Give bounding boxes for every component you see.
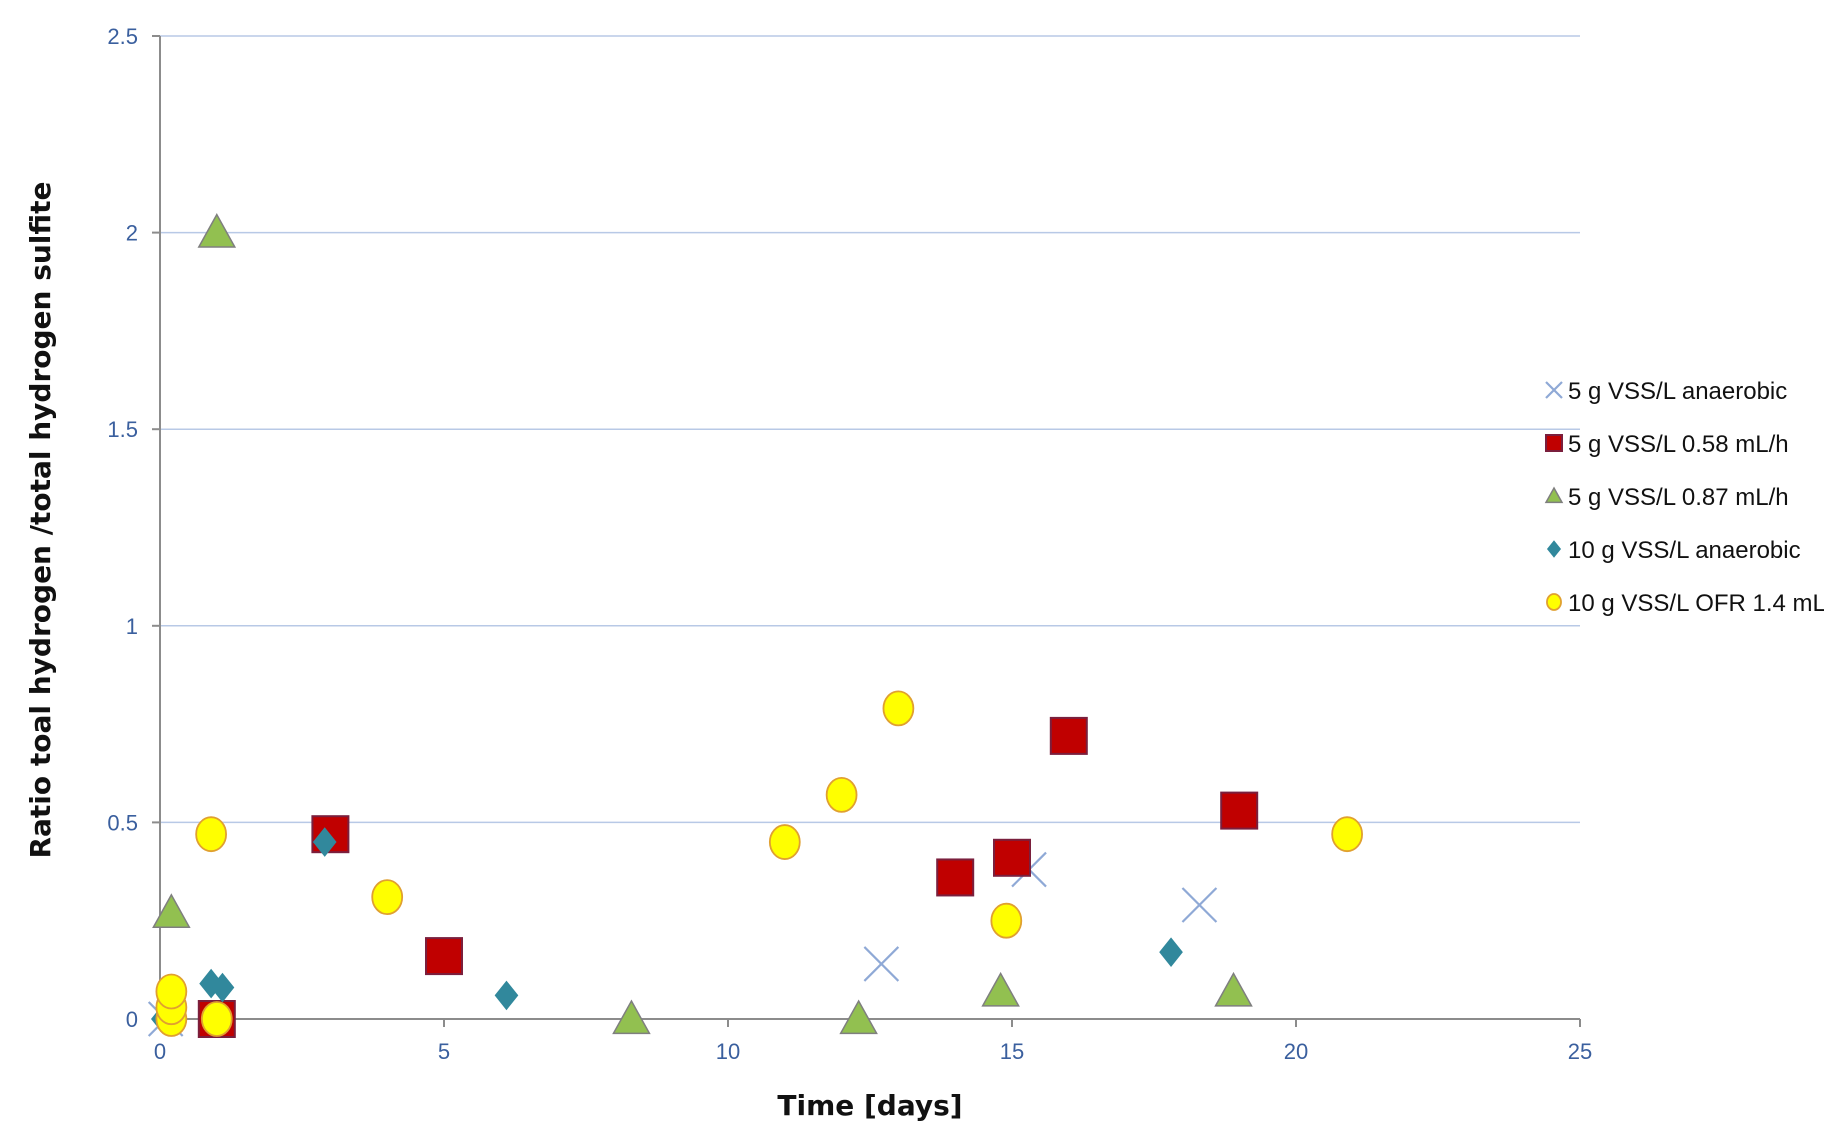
legend-label-3: 10 g VSS/L anaerobic [1568, 537, 1801, 564]
point-s3-5 [1159, 937, 1183, 967]
point-s4-4 [200, 1001, 233, 1037]
legend-marker-4 [1546, 593, 1562, 611]
point-s1-4 [993, 838, 1031, 877]
x-tick-label-2: 10 [716, 1039, 740, 1064]
legend-marker-3 [1546, 540, 1562, 558]
point-s2-1 [197, 213, 237, 248]
legend-label-4: 10 g VSS/L OFR 1.4 mL/h [1568, 590, 1824, 617]
y-tick-label-1: 0.5 [107, 810, 138, 835]
legend-marker-1 [1545, 434, 1563, 452]
point-s4-7 [825, 776, 858, 813]
point-s3-2 [210, 972, 235, 1003]
point-s1-2 [425, 937, 463, 976]
point-s4-2 [155, 973, 188, 1010]
point-s4-9 [990, 902, 1023, 939]
legend-label-0: 5 g VSS/L anaerobic [1568, 378, 1787, 405]
x-tick-label-0: 0 [154, 1039, 166, 1064]
legend-marker-0 [1545, 381, 1563, 399]
legend: 5 g VSS/L anaerobic 5 g VSS/L 0.58 mL/h 5 … [1544, 378, 1824, 617]
y-tick-label-3: 1.5 [107, 417, 138, 442]
point-s1-6 [1220, 791, 1259, 830]
point-s3-3 [312, 827, 337, 857]
gridlines [160, 35, 1580, 824]
y-tick-label-2: 1 [126, 614, 138, 639]
legend-label-2: 5 g VSS/L 0.87 mL/h [1568, 484, 1789, 511]
point-s2-3 [839, 999, 878, 1035]
point-s4-8 [882, 690, 915, 727]
legend-label-1: 5 g VSS/L 0.58 mL/h [1568, 431, 1789, 458]
legend-marker-2 [1544, 486, 1564, 504]
point-s1-5 [1049, 716, 1088, 755]
point-s2-2 [612, 999, 651, 1035]
x-axis-label: Time [days] [777, 1089, 962, 1122]
point-s0-3 [1181, 887, 1218, 923]
x-tick-label-1: 5 [438, 1039, 450, 1064]
y-axis-label: Ratio toal hydrogen /total hydrogen sulf… [24, 181, 57, 858]
y-tick-label-0: 0 [126, 1007, 138, 1032]
axes [152, 35, 1581, 1027]
data-points [147, 213, 1363, 1038]
point-s2-5 [1214, 971, 1253, 1007]
point-s0-1 [863, 946, 900, 982]
point-s1-3 [936, 858, 975, 897]
y-tick-label-5: 2.5 [107, 24, 138, 49]
point-s4-6 [768, 824, 801, 860]
point-s3-4 [494, 980, 519, 1011]
point-s4-10 [1331, 816, 1363, 853]
x-tick-label-3: 15 [1000, 1039, 1024, 1064]
y-tick-label-4: 2 [126, 221, 138, 246]
x-tick-label-4: 20 [1284, 1039, 1308, 1064]
point-s4-5 [371, 879, 404, 916]
tick-labels: 0 0.5 1 1.5 2 2.5 0 5 10 15 20 25 [107, 24, 1592, 1064]
x-tick-label-5: 25 [1568, 1039, 1592, 1064]
point-s4-3 [195, 816, 227, 853]
point-s2-4 [981, 971, 1020, 1007]
point-s2-0 [152, 893, 191, 928]
